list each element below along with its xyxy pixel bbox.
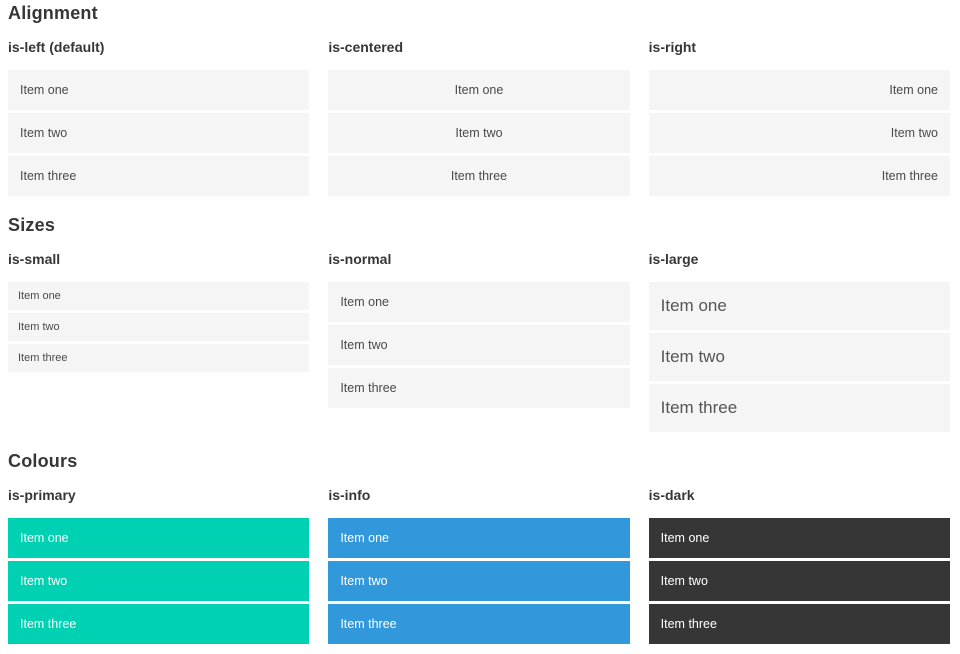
list-item: Item three xyxy=(648,156,950,196)
alignment-grid: is-left (default) Item one Item two Item… xyxy=(8,23,950,196)
list-item: Item one xyxy=(8,518,310,558)
list-item: Item one xyxy=(328,282,630,322)
column-subtitle-is-large: is-large xyxy=(648,251,699,267)
list-item: Item one xyxy=(328,70,630,110)
list-item: Item two xyxy=(328,561,630,601)
list-is-left: Item one Item two Item three xyxy=(8,70,310,196)
list-is-right: Item one Item two Item three xyxy=(648,70,950,196)
list-item: Item three xyxy=(8,156,310,196)
section-title-sizes: Sizes xyxy=(8,215,56,235)
list-item: Item three xyxy=(328,156,630,196)
list-item: Item one xyxy=(648,518,950,558)
list-is-dark: Item one Item two Item three xyxy=(648,518,950,644)
list-is-small: Item one Item two Item three xyxy=(8,282,310,372)
column-subtitle-is-info: is-info xyxy=(328,487,371,503)
column-is-dark: is-dark Item one Item two Item three xyxy=(648,471,950,644)
list-item: Item two xyxy=(8,313,310,341)
list-is-large: Item one Item two Item three xyxy=(648,282,950,432)
list-item: Item three xyxy=(8,344,310,372)
list-is-normal: Item one Item two Item three xyxy=(328,282,630,408)
list-item: Item three xyxy=(8,604,310,644)
list-is-centered: Item one Item two Item three xyxy=(328,70,630,196)
column-subtitle-is-dark: is-dark xyxy=(648,487,695,503)
sizes-grid: is-small Item one Item two Item three is… xyxy=(8,235,950,432)
column-is-large: is-large Item one Item two Item three xyxy=(648,235,950,432)
section-sizes: Sizes is-small Item one Item two Item th… xyxy=(8,215,950,432)
section-title-alignment: Alignment xyxy=(8,3,98,23)
colours-grid: is-primary Item one Item two Item three … xyxy=(8,471,950,644)
column-subtitle-is-primary: is-primary xyxy=(8,487,76,503)
list-item: Item two xyxy=(328,113,630,153)
list-item: Item three xyxy=(648,604,950,644)
list-item: Item two xyxy=(8,561,310,601)
list-item: Item two xyxy=(328,325,630,365)
column-subtitle-is-normal: is-normal xyxy=(328,251,392,267)
list-item: Item two xyxy=(648,561,950,601)
list-item: Item one xyxy=(328,518,630,558)
column-is-normal: is-normal Item one Item two Item three xyxy=(328,235,630,432)
list-item: Item one xyxy=(648,282,950,330)
section-title-colours: Colours xyxy=(8,451,78,471)
section-alignment: Alignment is-left (default) Item one Ite… xyxy=(8,3,950,196)
list-item: Item one xyxy=(8,70,310,110)
list-item: Item two xyxy=(648,113,950,153)
column-subtitle-is-right: is-right xyxy=(648,39,697,55)
column-subtitle-is-small: is-small xyxy=(8,251,61,267)
list-item: Item three xyxy=(328,604,630,644)
list-item: Item two xyxy=(648,333,950,381)
section-colours: Colours is-primary Item one Item two Ite… xyxy=(8,451,950,644)
list-item: Item one xyxy=(648,70,950,110)
column-subtitle-is-left: is-left (default) xyxy=(8,39,105,55)
list-item: Item three xyxy=(328,368,630,408)
column-is-info: is-info Item one Item two Item three xyxy=(328,471,630,644)
column-is-primary: is-primary Item one Item two Item three xyxy=(8,471,310,644)
list-item: Item one xyxy=(8,282,310,310)
column-is-small: is-small Item one Item two Item three xyxy=(8,235,310,432)
list-item: Item two xyxy=(8,113,310,153)
column-is-centered: is-centered Item one Item two Item three xyxy=(328,23,630,196)
column-is-left: is-left (default) Item one Item two Item… xyxy=(8,23,310,196)
column-is-right: is-right Item one Item two Item three xyxy=(648,23,950,196)
list-item: Item three xyxy=(648,384,950,432)
list-is-info: Item one Item two Item three xyxy=(328,518,630,644)
list-is-primary: Item one Item two Item three xyxy=(8,518,310,644)
column-subtitle-is-centered: is-centered xyxy=(328,39,404,55)
